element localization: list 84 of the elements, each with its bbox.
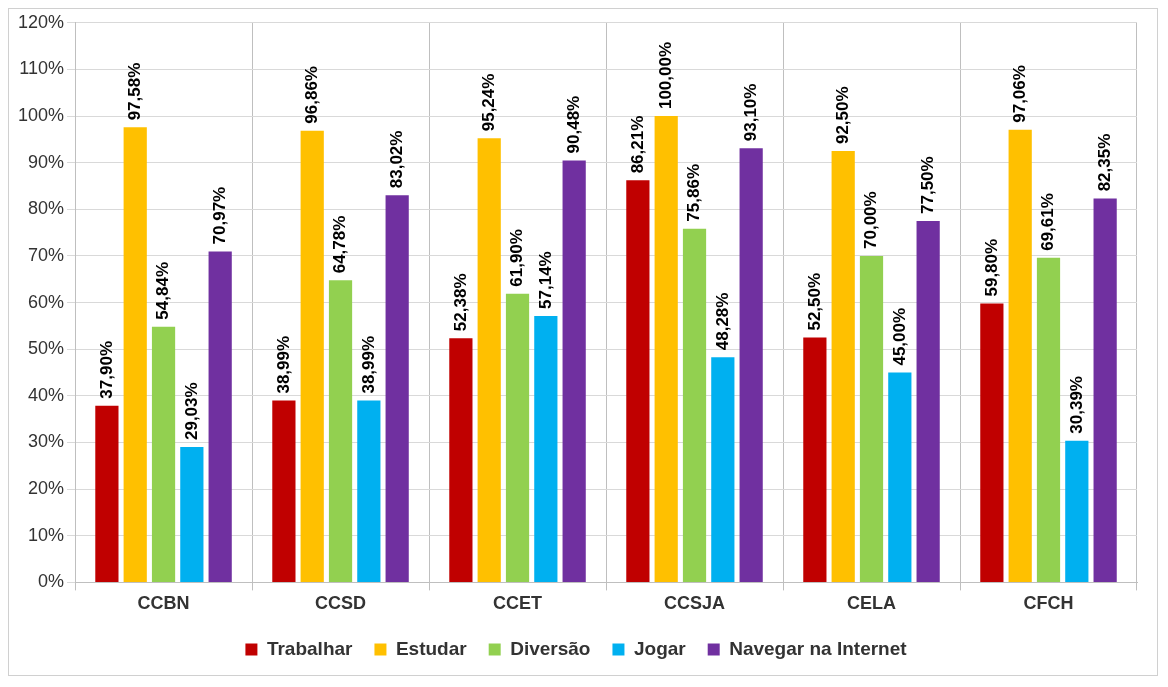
y-tick-label: 40%	[28, 384, 65, 405]
data-label: 61,90%	[507, 229, 527, 287]
data-label: 83,02%	[386, 130, 406, 189]
data-label: 59,80%	[981, 238, 1001, 297]
bar	[151, 326, 176, 582]
data-label: 97,58%	[124, 62, 144, 121]
data-label: 30,39%	[1066, 376, 1086, 434]
data-label: 70,00%	[861, 191, 881, 249]
bar	[654, 116, 678, 582]
y-tick-label: 120%	[17, 11, 65, 32]
data-label: 96,86%	[301, 66, 321, 124]
data-label: 75,86%	[684, 163, 704, 222]
y-tick-label: 60%	[28, 291, 65, 312]
y-tick-label: 50%	[28, 338, 65, 359]
data-label: 48,28%	[712, 292, 732, 351]
x-tick-label: CCSJA	[664, 593, 726, 614]
bar	[562, 160, 586, 582]
y-tick-label: 0%	[38, 571, 65, 592]
data-label: 86,21%	[627, 115, 647, 174]
bar	[357, 400, 381, 582]
bar	[477, 138, 501, 582]
bar	[1065, 440, 1089, 582]
bar	[626, 180, 650, 582]
legend-label: Jogar	[633, 637, 687, 659]
data-label: 100,00%	[655, 41, 675, 110]
data-label: 57,14%	[535, 251, 555, 309]
data-label: 37,90%	[96, 340, 116, 399]
x-tick-label: CELA	[847, 593, 897, 614]
bar	[682, 228, 707, 582]
data-label: 97,06%	[1009, 65, 1029, 123]
data-label: 69,61%	[1038, 193, 1058, 251]
bar	[888, 372, 912, 582]
legend-label: Trabalhar	[266, 637, 354, 659]
legend-label: Diversão	[510, 637, 591, 659]
y-tick-label: 110%	[19, 58, 65, 79]
bar	[385, 195, 409, 582]
data-label: 70,97%	[209, 186, 229, 245]
data-label: 90,48%	[563, 95, 583, 154]
data-label: 93,10%	[740, 83, 760, 142]
bar	[831, 151, 855, 582]
x-tick-label: CCET	[493, 593, 543, 614]
data-label: 38,99%	[273, 335, 293, 394]
bar	[803, 337, 827, 582]
data-label: 29,03%	[181, 382, 201, 441]
y-tick-label: 20%	[28, 478, 65, 499]
bar	[534, 315, 558, 582]
data-label: 38,99%	[358, 335, 378, 394]
bar	[916, 220, 940, 582]
bar	[180, 447, 204, 582]
bar	[208, 251, 232, 582]
x-tick-label: CFCH	[1023, 593, 1074, 614]
y-tick-label: 90%	[28, 151, 65, 172]
data-label: 52,50%	[804, 272, 824, 331]
bar	[1008, 129, 1032, 582]
legend-label: Estudar	[395, 637, 468, 659]
data-label: 54,84%	[153, 261, 173, 320]
y-tick-label: 100%	[17, 105, 65, 126]
data-label: 64,78%	[330, 215, 350, 274]
data-label: 95,24%	[478, 73, 498, 132]
bar	[505, 293, 530, 582]
data-label: 82,35%	[1094, 133, 1114, 192]
y-tick-label: 70%	[28, 244, 65, 265]
data-label: 45,00%	[889, 307, 909, 366]
bar	[123, 127, 147, 582]
data-label: 52,38%	[450, 273, 470, 332]
data-label: 92,50%	[832, 86, 852, 145]
bar	[739, 148, 763, 582]
legend-label: Navegar na Internet	[729, 637, 908, 659]
bar	[1036, 257, 1061, 582]
y-tick-label: 80%	[28, 198, 65, 219]
bar	[328, 280, 353, 582]
bar	[980, 303, 1004, 582]
y-tick-label: 30%	[28, 431, 65, 452]
y-tick-label: 10%	[28, 524, 65, 545]
bar	[300, 130, 324, 582]
bar	[711, 357, 735, 582]
x-tick-label: CCSD	[315, 593, 367, 614]
data-label: 77,50%	[917, 156, 937, 214]
bar	[859, 255, 884, 582]
x-tick-label: CCBN	[137, 593, 190, 614]
bar	[1093, 198, 1117, 582]
bar	[449, 338, 473, 582]
bar	[95, 405, 119, 582]
bar	[272, 400, 296, 582]
